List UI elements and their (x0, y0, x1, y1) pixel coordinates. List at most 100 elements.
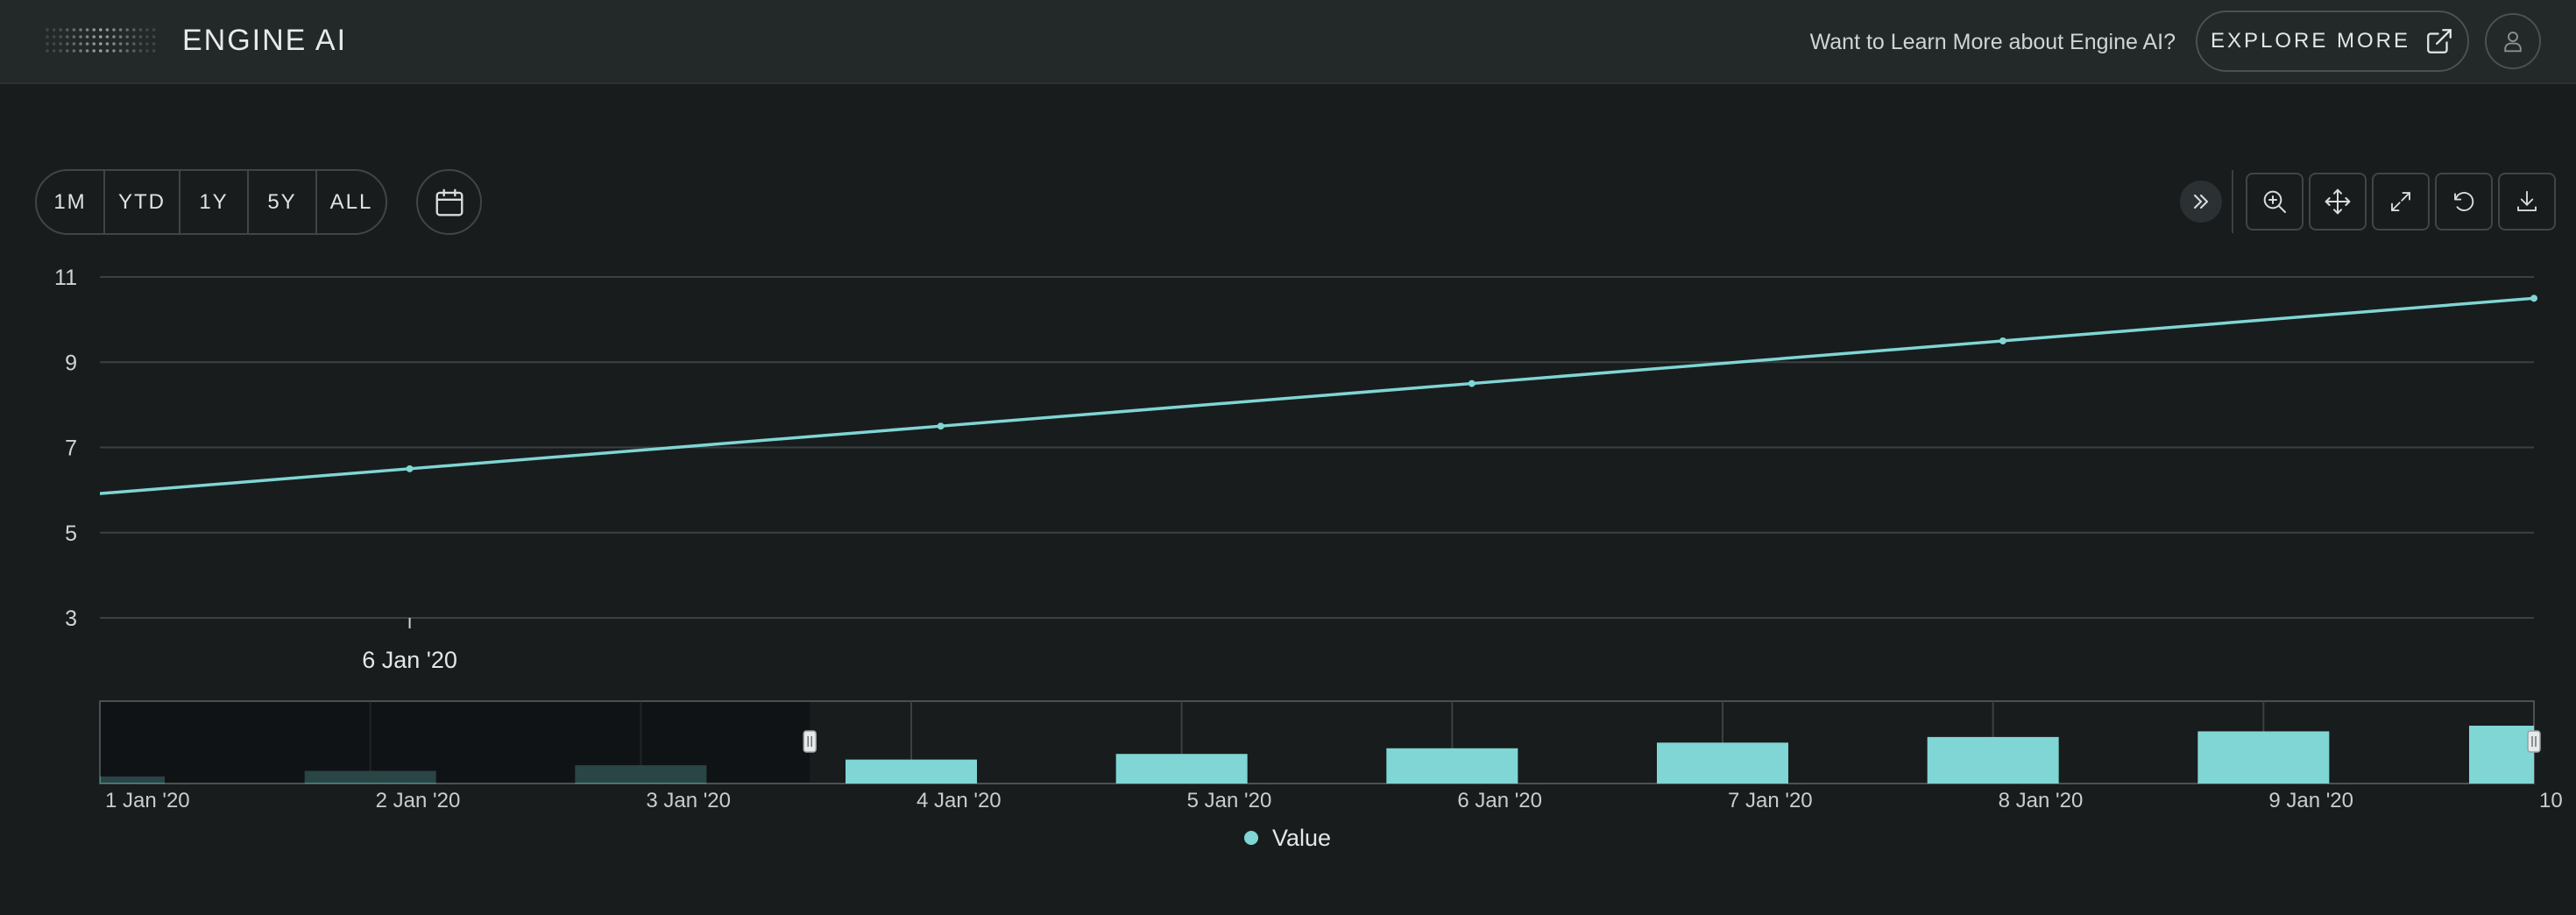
range-1m-button[interactable]: 1M (37, 171, 105, 233)
navigator-tick-label: 5 Jan '20 (1187, 789, 1272, 812)
navigator-tick-label: 9 Jan '20 (2268, 789, 2353, 812)
logo-dot (99, 42, 103, 46)
navigator-tick-label: 6 Jan '20 (1457, 789, 1542, 812)
brand-name: ENGINE AI (182, 24, 348, 57)
explore-more-label: EXPLORE MORE (2210, 29, 2411, 53)
logo-dot (72, 49, 76, 53)
logo-dot (145, 49, 149, 53)
logo-dot (99, 35, 103, 39)
crosshair: 6 Jan '20 (362, 618, 457, 673)
zoom-in-icon (2263, 190, 2286, 213)
logo-dot (52, 28, 56, 32)
logo-dot (105, 35, 110, 39)
logo-dot (66, 49, 69, 53)
legend-item-value[interactable]: Value (1244, 822, 1331, 854)
explore-more-button[interactable]: EXPLORE MORE (2196, 11, 2469, 72)
logo-dot (112, 49, 116, 53)
navigator-tick-label: 1 Jan '20 (105, 789, 190, 812)
data-point[interactable] (406, 465, 414, 472)
logo-dot (132, 49, 136, 53)
logo-dot (99, 49, 103, 53)
zoom-in-button[interactable] (2246, 173, 2304, 231)
y-tick-label: 7 (65, 436, 77, 461)
logo-dot (79, 42, 82, 46)
logo-dot (59, 28, 62, 32)
navigator-bar (1386, 748, 1518, 784)
navigator-bar (2469, 726, 2534, 784)
navigator[interactable]: 1 Jan '20 2 Jan '20 3 Jan '20 4 Jan '20 5 Ja… (99, 700, 2563, 812)
legend-marker (1244, 831, 1258, 845)
logo-dot (132, 35, 136, 39)
navigator-tick-label: 10 (2539, 789, 2563, 812)
data-point[interactable] (937, 422, 945, 430)
range-all-button[interactable]: ALL (329, 189, 373, 214)
pan-button[interactable] (2309, 173, 2367, 231)
logo-dot (99, 28, 103, 32)
logo-dot (125, 49, 129, 53)
navigator-tick-label: 7 Jan '20 (1728, 789, 1813, 812)
reset-zoom-button[interactable] (2435, 173, 2493, 231)
logo-dot (52, 35, 56, 39)
logo-dot (125, 35, 129, 39)
logo-dot (152, 35, 156, 39)
logo-dot (46, 35, 49, 39)
download-button[interactable] (2498, 173, 2556, 231)
navigator-bar (1657, 742, 1788, 784)
logo-dot (118, 42, 123, 46)
range-ytd-button[interactable]: YTD (105, 171, 180, 233)
navigator-tick-label: 2 Jan '20 (376, 789, 461, 812)
logo-dot (145, 42, 149, 46)
learn-more-text: Want to Learn More about Engine AI? (1809, 30, 2176, 54)
logo-dot (66, 35, 69, 39)
navigator-bar (2197, 731, 2330, 784)
series-line (100, 296, 2535, 495)
navigator-right-handle[interactable] (2527, 730, 2541, 753)
logo-dot (46, 49, 49, 53)
data-point[interactable] (1999, 337, 2006, 344)
y-tick-label: 9 (65, 351, 77, 375)
data-point[interactable] (1468, 379, 1476, 387)
logo-dot (125, 28, 129, 32)
navigator-tick-label: 3 Jan '20 (646, 789, 731, 812)
y-tick-label: 3 (65, 606, 77, 631)
user-profile-button[interactable] (2485, 13, 2541, 69)
value-series[interactable] (0, 294, 2537, 682)
logo-dot (85, 28, 89, 32)
data-point[interactable] (2530, 294, 2537, 302)
logo-dot (59, 35, 62, 39)
logo-dot (145, 35, 149, 39)
y-tick-label: 11 (54, 266, 77, 290)
range-selector: 1M YTD 1Y 5Y ALL (35, 169, 387, 235)
date-picker-button[interactable] (416, 169, 482, 235)
external-link-icon (2427, 29, 2452, 53)
logo-dot (92, 49, 96, 53)
navigator-bar (1115, 754, 1248, 784)
logo-dot (118, 28, 123, 32)
logo-dot (79, 35, 82, 39)
expand-toolbar-button[interactable] (2180, 181, 2222, 223)
range-1y-button[interactable]: 1Y (180, 171, 249, 233)
expand-diagonal-icon (2391, 192, 2410, 211)
chevrons-right-icon (2193, 194, 2209, 209)
logo-dot (152, 42, 156, 46)
logo-dot (112, 28, 116, 32)
fullscreen-button[interactable] (2372, 173, 2430, 231)
logo-dot (138, 35, 143, 39)
engine-ai-logo-icon (46, 28, 156, 53)
handle-grip[interactable] (803, 730, 817, 753)
reset-icon (2454, 192, 2474, 211)
logo-dot (112, 42, 116, 46)
navigator-tick-label: 8 Jan '20 (1999, 789, 2084, 812)
navigator-left-handle[interactable] (803, 730, 817, 753)
legend-label: Value (1272, 824, 1332, 851)
logo-dot (66, 28, 69, 32)
logo-dot (132, 28, 136, 32)
handle-grip[interactable] (2527, 730, 2541, 753)
crosshair-date-label: 6 Jan '20 (362, 647, 457, 673)
top-bar: ENGINE AI Want to Learn More about Engin… (0, 0, 2576, 84)
navigator-tick-label: 4 Jan '20 (916, 789, 1001, 812)
logo-dot (52, 49, 56, 53)
range-5y-button[interactable]: 5Y (249, 171, 317, 233)
logo-dot (125, 42, 129, 46)
